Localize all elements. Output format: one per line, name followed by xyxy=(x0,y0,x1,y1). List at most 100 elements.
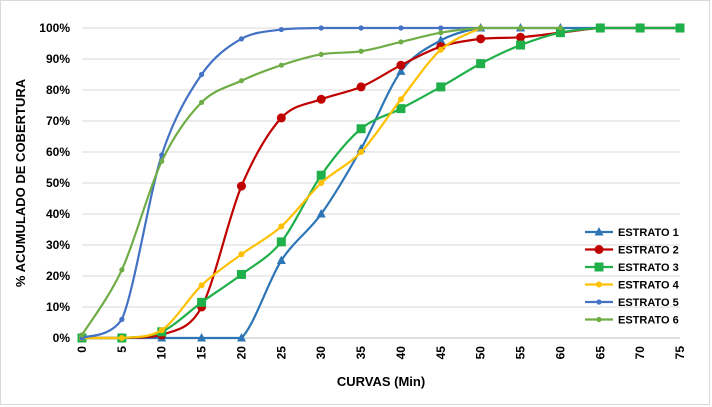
data-point xyxy=(118,335,125,341)
data-point xyxy=(318,180,325,186)
legend-item: ESTRATO 1 xyxy=(585,227,679,239)
y-tick-label: 40% xyxy=(46,207,70,221)
y-tick-label: 10% xyxy=(46,300,70,314)
y-tick-label: 100% xyxy=(39,21,70,35)
data-point xyxy=(119,267,125,273)
data-point xyxy=(557,25,564,31)
data-point xyxy=(595,23,605,33)
series-line xyxy=(81,26,680,340)
data-point xyxy=(197,333,207,342)
data-point xyxy=(316,170,326,180)
x-tick-label: 45 xyxy=(434,346,448,360)
y-tick-label: 90% xyxy=(46,52,70,66)
x-tick-label: 35 xyxy=(354,346,368,360)
x-tick-label: 10 xyxy=(155,346,169,360)
legend-marker xyxy=(594,245,604,254)
data-point xyxy=(197,297,207,307)
data-point xyxy=(236,181,246,191)
data-point xyxy=(236,269,246,279)
data-point xyxy=(476,59,486,69)
x-tick-label: 0 xyxy=(75,346,89,353)
data-point xyxy=(316,209,326,218)
data-point xyxy=(316,94,326,104)
series-3 xyxy=(77,23,685,343)
y-axis-title: % ACUMULADO DE COBERTURA xyxy=(13,78,28,287)
legend-label: ESTRATO 2 xyxy=(618,245,679,257)
legend-item: ESTRATO 6 xyxy=(585,315,679,327)
data-point xyxy=(236,333,246,342)
legend-label: ESTRATO 4 xyxy=(618,280,680,292)
x-axis-title: CURVAS (Min) xyxy=(337,374,425,389)
x-tick-label: 55 xyxy=(514,346,528,360)
data-point xyxy=(516,32,526,42)
data-point xyxy=(119,316,125,322)
data-point xyxy=(199,99,205,105)
data-point xyxy=(437,46,444,53)
data-point xyxy=(398,25,404,31)
data-point xyxy=(675,23,685,33)
legend-item: ESTRATO 3 xyxy=(585,262,679,274)
x-tick-label: 65 xyxy=(593,346,607,360)
data-point xyxy=(517,25,524,31)
data-point xyxy=(356,82,366,92)
axes: 0% 10% 20% 30% 40% 50% 60% 70% 80% 90% 100% 0 5 10 15 2… xyxy=(39,21,687,359)
data-point xyxy=(318,25,324,31)
data-point xyxy=(397,96,404,103)
x-tick-label: 70 xyxy=(633,346,647,360)
x-tick-label: 15 xyxy=(195,346,209,360)
legend: ESTRATO 1 ESTRATO 2 ESTRATO 3 ESTRATO 4 ESTR… xyxy=(585,227,680,327)
data-point xyxy=(278,223,285,230)
data-point xyxy=(438,30,444,36)
y-tick-label: 0% xyxy=(53,331,71,345)
data-point xyxy=(478,25,484,31)
data-point xyxy=(358,25,364,31)
data-point xyxy=(396,60,406,70)
x-tick-label: 50 xyxy=(474,346,488,360)
x-tick-label: 40 xyxy=(394,346,408,360)
data-point xyxy=(238,36,245,42)
data-point xyxy=(276,113,286,123)
data-point xyxy=(238,78,245,84)
x-tick-label: 30 xyxy=(314,346,328,360)
series-lines xyxy=(77,23,685,343)
y-tick-label: 70% xyxy=(46,114,70,128)
legend-marker xyxy=(596,281,602,288)
data-point xyxy=(476,34,486,44)
y-tick-label: 80% xyxy=(46,83,70,97)
legend-item: ESTRATO 4 xyxy=(585,280,680,292)
data-point xyxy=(158,327,165,334)
data-point xyxy=(396,66,406,75)
legend-marker xyxy=(594,262,604,272)
legend-label: ESTRATO 1 xyxy=(618,227,679,239)
data-point xyxy=(276,255,286,264)
legend-item: ESTRATO 2 xyxy=(585,245,679,257)
x-tick-label: 25 xyxy=(274,346,288,360)
x-tick-label: 20 xyxy=(234,346,248,360)
series-1 xyxy=(77,23,685,342)
legend-marker xyxy=(596,316,602,323)
data-point xyxy=(555,28,565,38)
series-line xyxy=(81,26,481,340)
data-point xyxy=(358,48,364,54)
y-tick-label: 20% xyxy=(46,269,70,283)
data-point xyxy=(278,62,284,68)
data-point xyxy=(436,35,446,44)
x-tick-label: 5 xyxy=(115,346,129,353)
y-tick-label: 50% xyxy=(46,176,70,190)
data-point xyxy=(198,282,205,289)
grid-lines xyxy=(82,27,680,339)
legend-item: ESTRATO 5 xyxy=(585,297,679,309)
legend-marker xyxy=(596,299,602,305)
legend-label: ESTRATO 5 xyxy=(618,297,679,309)
data-point xyxy=(358,149,365,155)
x-tick-label: 60 xyxy=(553,346,567,360)
data-point xyxy=(159,158,165,164)
data-point xyxy=(79,332,85,338)
data-point xyxy=(318,51,324,57)
legend-label: ESTRATO 6 xyxy=(618,315,679,327)
series-6 xyxy=(79,25,564,338)
y-tick-label: 60% xyxy=(46,145,70,159)
data-point xyxy=(199,71,205,78)
